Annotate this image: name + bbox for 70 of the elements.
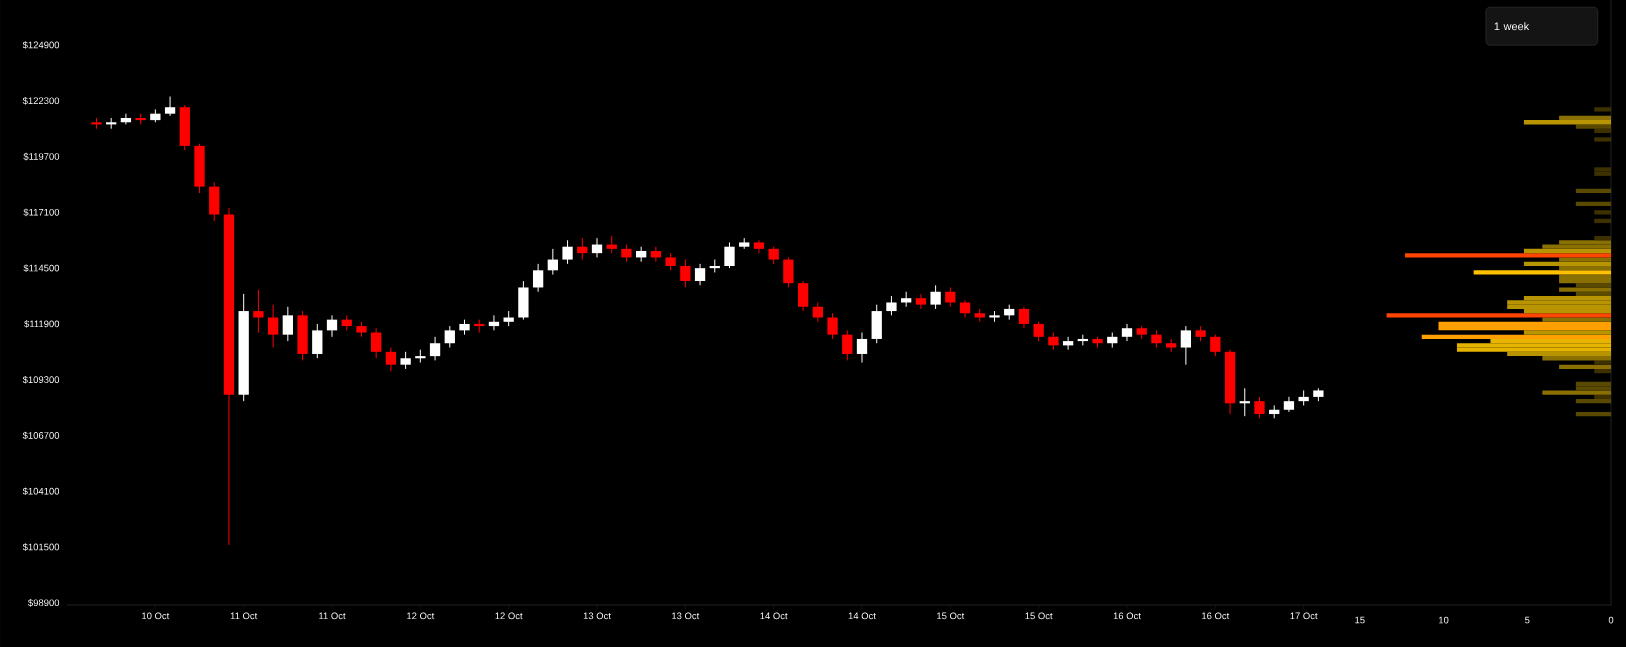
candlestick	[753, 239, 765, 254]
candlestick	[267, 304, 279, 349]
x-tick-label: 14 Oct	[848, 612, 876, 620]
x-tick-label: 16 Oct	[1202, 612, 1230, 620]
candlestick	[547, 248, 558, 276]
y-tick-label: $114500	[23, 264, 60, 272]
candlestick	[812, 301, 823, 323]
candlestick	[1018, 306, 1030, 329]
x-tick-label: 12 Oct	[495, 612, 523, 620]
candlestick	[1062, 336, 1074, 351]
candlestick	[886, 295, 897, 316]
x-tick-label: 13 Oct	[672, 612, 700, 620]
x-tick-label: 10	[1438, 616, 1449, 624]
candlestick	[724, 241, 735, 269]
x-tick-label: 14 Oct	[760, 612, 788, 620]
candlestick	[562, 239, 573, 265]
candlestick	[326, 314, 338, 338]
candlestick	[1033, 321, 1044, 342]
y-tick-label: $98900	[28, 599, 60, 607]
candlestick	[650, 246, 662, 263]
candlestick	[945, 286, 956, 308]
x-tick-label: 12 Oct	[407, 612, 435, 620]
x-tick-label: 15 Oct	[937, 612, 965, 620]
x-tick-label: 0	[1608, 616, 1614, 624]
candlestick	[1180, 325, 1192, 366]
candlestick	[915, 293, 927, 310]
x-tick-label: 15	[1355, 616, 1365, 624]
y-tick-label: $119700	[23, 152, 60, 161]
candlestick	[253, 289, 264, 334]
x-tick-label: 16 Oct	[1113, 612, 1141, 620]
candlestick	[444, 325, 455, 349]
candlestick	[797, 280, 809, 312]
candlestick	[842, 329, 853, 361]
candlestick	[532, 263, 544, 293]
x-tick-label: 17 Oct	[1290, 612, 1318, 620]
y-tick-label: $104100	[22, 487, 60, 496]
x-tick-label: 11 Oct	[230, 612, 258, 620]
candlestick	[1254, 396, 1265, 419]
x-tick-label: 5	[1525, 616, 1530, 624]
candlestick	[1239, 387, 1250, 417]
y-tick-label: $122300	[22, 96, 60, 105]
y-tick-label: $117100	[23, 208, 60, 217]
candlestick	[856, 332, 868, 364]
candlestick	[930, 284, 941, 310]
candlestick	[312, 323, 323, 359]
y-tick-label: $109300	[22, 375, 60, 384]
candlestick	[1210, 334, 1221, 357]
candlestick	[577, 237, 588, 261]
candlestick	[429, 336, 441, 361]
y-tick-label: $106700	[22, 431, 60, 440]
y-tick-label: $111900	[24, 320, 60, 328]
x-tick-label: 13 Oct	[583, 612, 611, 620]
x-tick-label: 10 Oct	[142, 612, 170, 620]
candlestick	[371, 327, 382, 359]
y-tick-label: $124900	[22, 41, 60, 49]
candlestick	[827, 312, 838, 340]
candlestick	[282, 306, 293, 342]
candlestick	[488, 314, 500, 331]
candlestick	[591, 237, 603, 258]
x-tick-label: 15 Oct	[1025, 612, 1053, 620]
candlestick	[120, 113, 132, 125]
annotation: 1 week	[1494, 22, 1530, 31]
candlestick	[1121, 323, 1133, 342]
candlestick	[385, 347, 397, 372]
candlestick	[783, 256, 794, 288]
candlestick	[680, 259, 691, 288]
candlestick	[164, 96, 176, 117]
x-tick-label: 11 Oct	[319, 612, 346, 620]
candlestick	[694, 263, 706, 286]
y-tick-label: $101500	[22, 543, 60, 551]
